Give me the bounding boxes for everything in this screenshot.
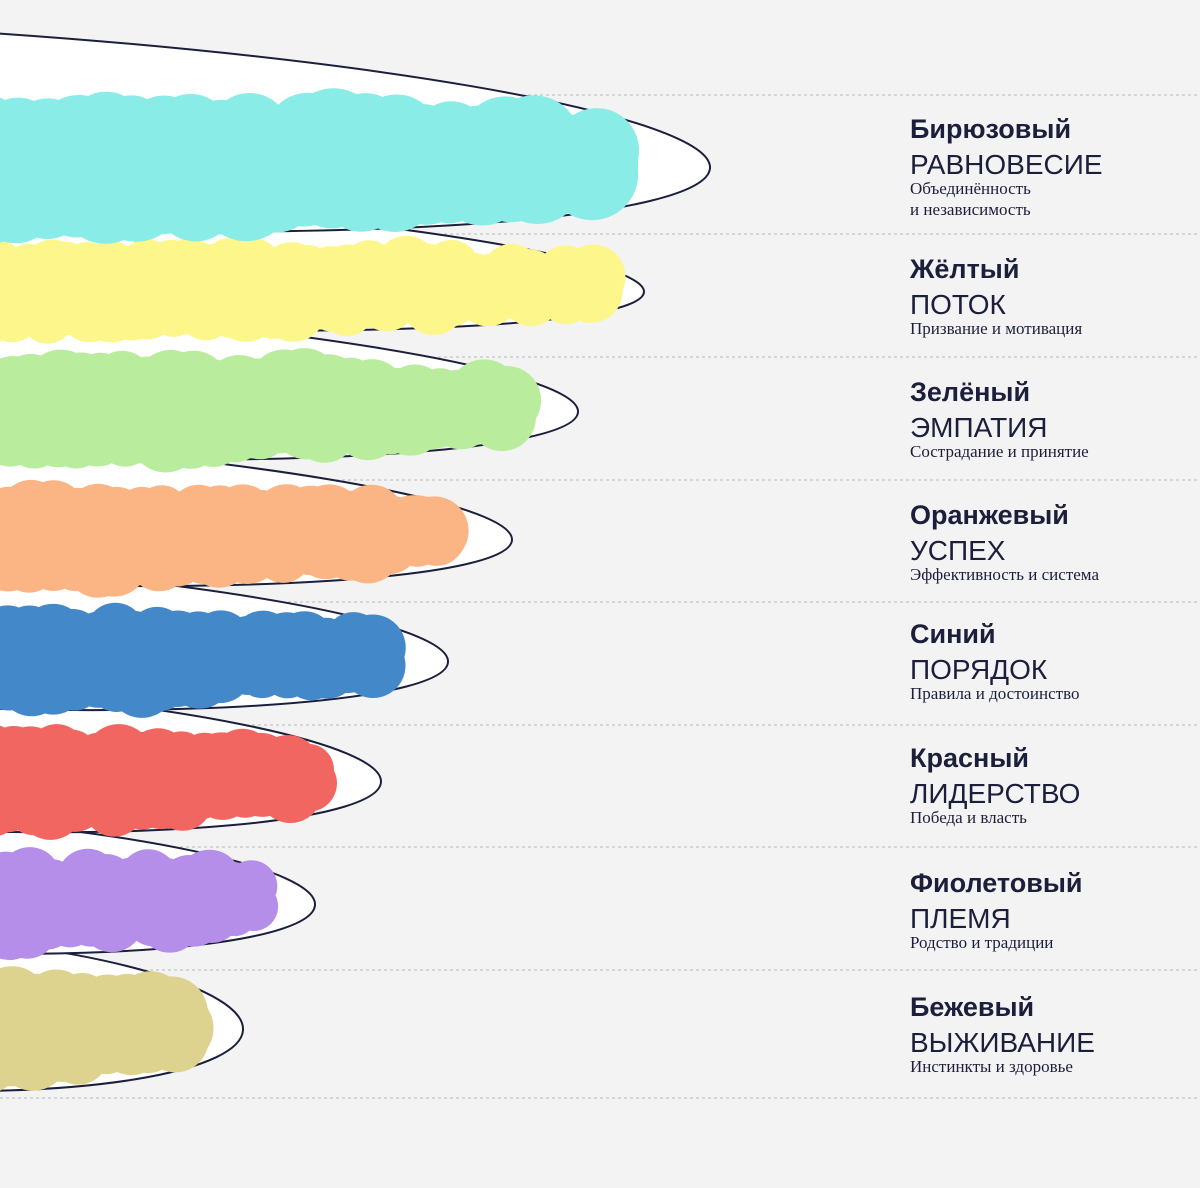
blob-dot (280, 754, 337, 812)
color-blob (0, 479, 469, 598)
level-value: УСПЕХ (910, 535, 1006, 566)
blob-dot (468, 383, 536, 452)
level-description: Сострадание и принятие (910, 442, 1089, 461)
color-blob (0, 348, 542, 473)
color-blob (0, 88, 640, 244)
level-value: ВЫЖИВАНИЕ (910, 1027, 1095, 1058)
level-description: Объединённость (910, 179, 1031, 198)
level-value: ЛИДЕРСТВО (910, 778, 1080, 809)
blob-dot (142, 1005, 209, 1073)
level-value: ПОРЯДОК (910, 654, 1048, 685)
blob-dot (228, 881, 279, 931)
level-description: Призвание и мотивация (910, 319, 1082, 338)
blob-dot (407, 508, 466, 566)
blob-dot (545, 127, 639, 221)
level-value: ЭМПАТИЯ (910, 412, 1048, 443)
level-description: Родство и традиции (910, 933, 1053, 952)
level-description: Победа и власть (910, 808, 1027, 827)
blob-dot (559, 259, 623, 323)
color-blob (0, 602, 406, 718)
level-description: и независимость (910, 200, 1031, 219)
level-name: Бежевый (910, 992, 1034, 1022)
level-description: Правила и достоинство (910, 684, 1079, 703)
level-name: Оранжевый (910, 500, 1069, 530)
level-name: Фиолетовый (910, 868, 1083, 898)
level-name: Зелёный (910, 377, 1030, 407)
level-value: РАВНОВЕСИЕ (910, 149, 1103, 180)
level-description: Инстинкты и здоровье (910, 1057, 1073, 1076)
color-blob (0, 235, 626, 344)
level-name: Красный (910, 743, 1029, 773)
level-name: Жёлтый (909, 254, 1019, 284)
color-blob (0, 724, 337, 840)
color-blob (0, 966, 214, 1091)
level-description: Эффективность и система (910, 565, 1099, 584)
level-value: ПЛЕМЯ (910, 903, 1011, 934)
color-blob (0, 847, 279, 961)
level-value: ПОТОК (910, 289, 1007, 320)
level-name: Синий (910, 619, 996, 649)
blob-dot (340, 633, 406, 699)
level-name: Бирюзовый (910, 114, 1071, 144)
